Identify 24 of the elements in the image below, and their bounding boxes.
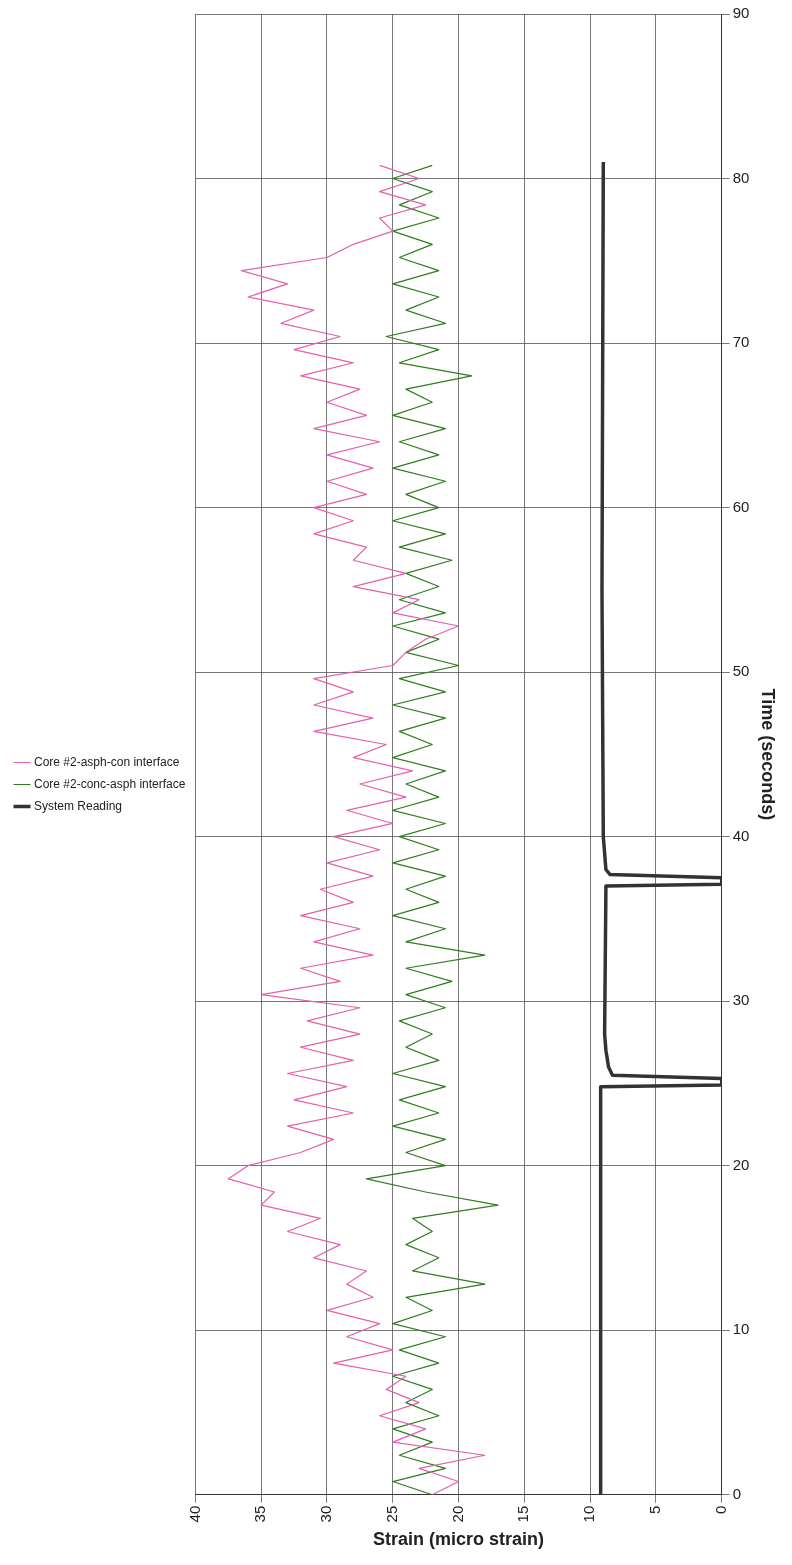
y-tick-label: 10 [732,1320,750,1338]
y-tick-label: 20 [732,1155,750,1173]
x-tick-label: 15 [514,1505,532,1523]
x-tick-label: 25 [382,1505,400,1523]
x-tick-label: 5 [646,1505,664,1515]
x-axis-title: Strain (micro strain) [373,1529,545,1550]
y-tick-label: 70 [732,333,750,351]
y-tick-label: 60 [732,497,750,515]
legend-label: System Reading [34,798,123,813]
y-tick-label: 80 [732,168,750,186]
y-tick-label: 40 [732,826,750,844]
x-tick-label: 10 [580,1505,598,1523]
x-tick-label: 30 [317,1505,335,1523]
legend-label: Core #2-conc-asph interface [34,776,186,791]
x-tick-label: 0 [711,1505,729,1515]
y-tick-label: 50 [732,662,750,680]
x-tick-label: 20 [448,1505,466,1523]
legend-label: Core #2-asph-con interface [34,754,180,769]
y-tick-label: 90 [732,4,750,22]
y-axis-title: Time (seconds) [758,688,779,821]
y-tick-label: 30 [732,991,750,1009]
y-tick-label: 0 [732,1484,742,1502]
x-tick-label: 35 [251,1505,269,1523]
x-tick-label: 40 [185,1505,203,1523]
